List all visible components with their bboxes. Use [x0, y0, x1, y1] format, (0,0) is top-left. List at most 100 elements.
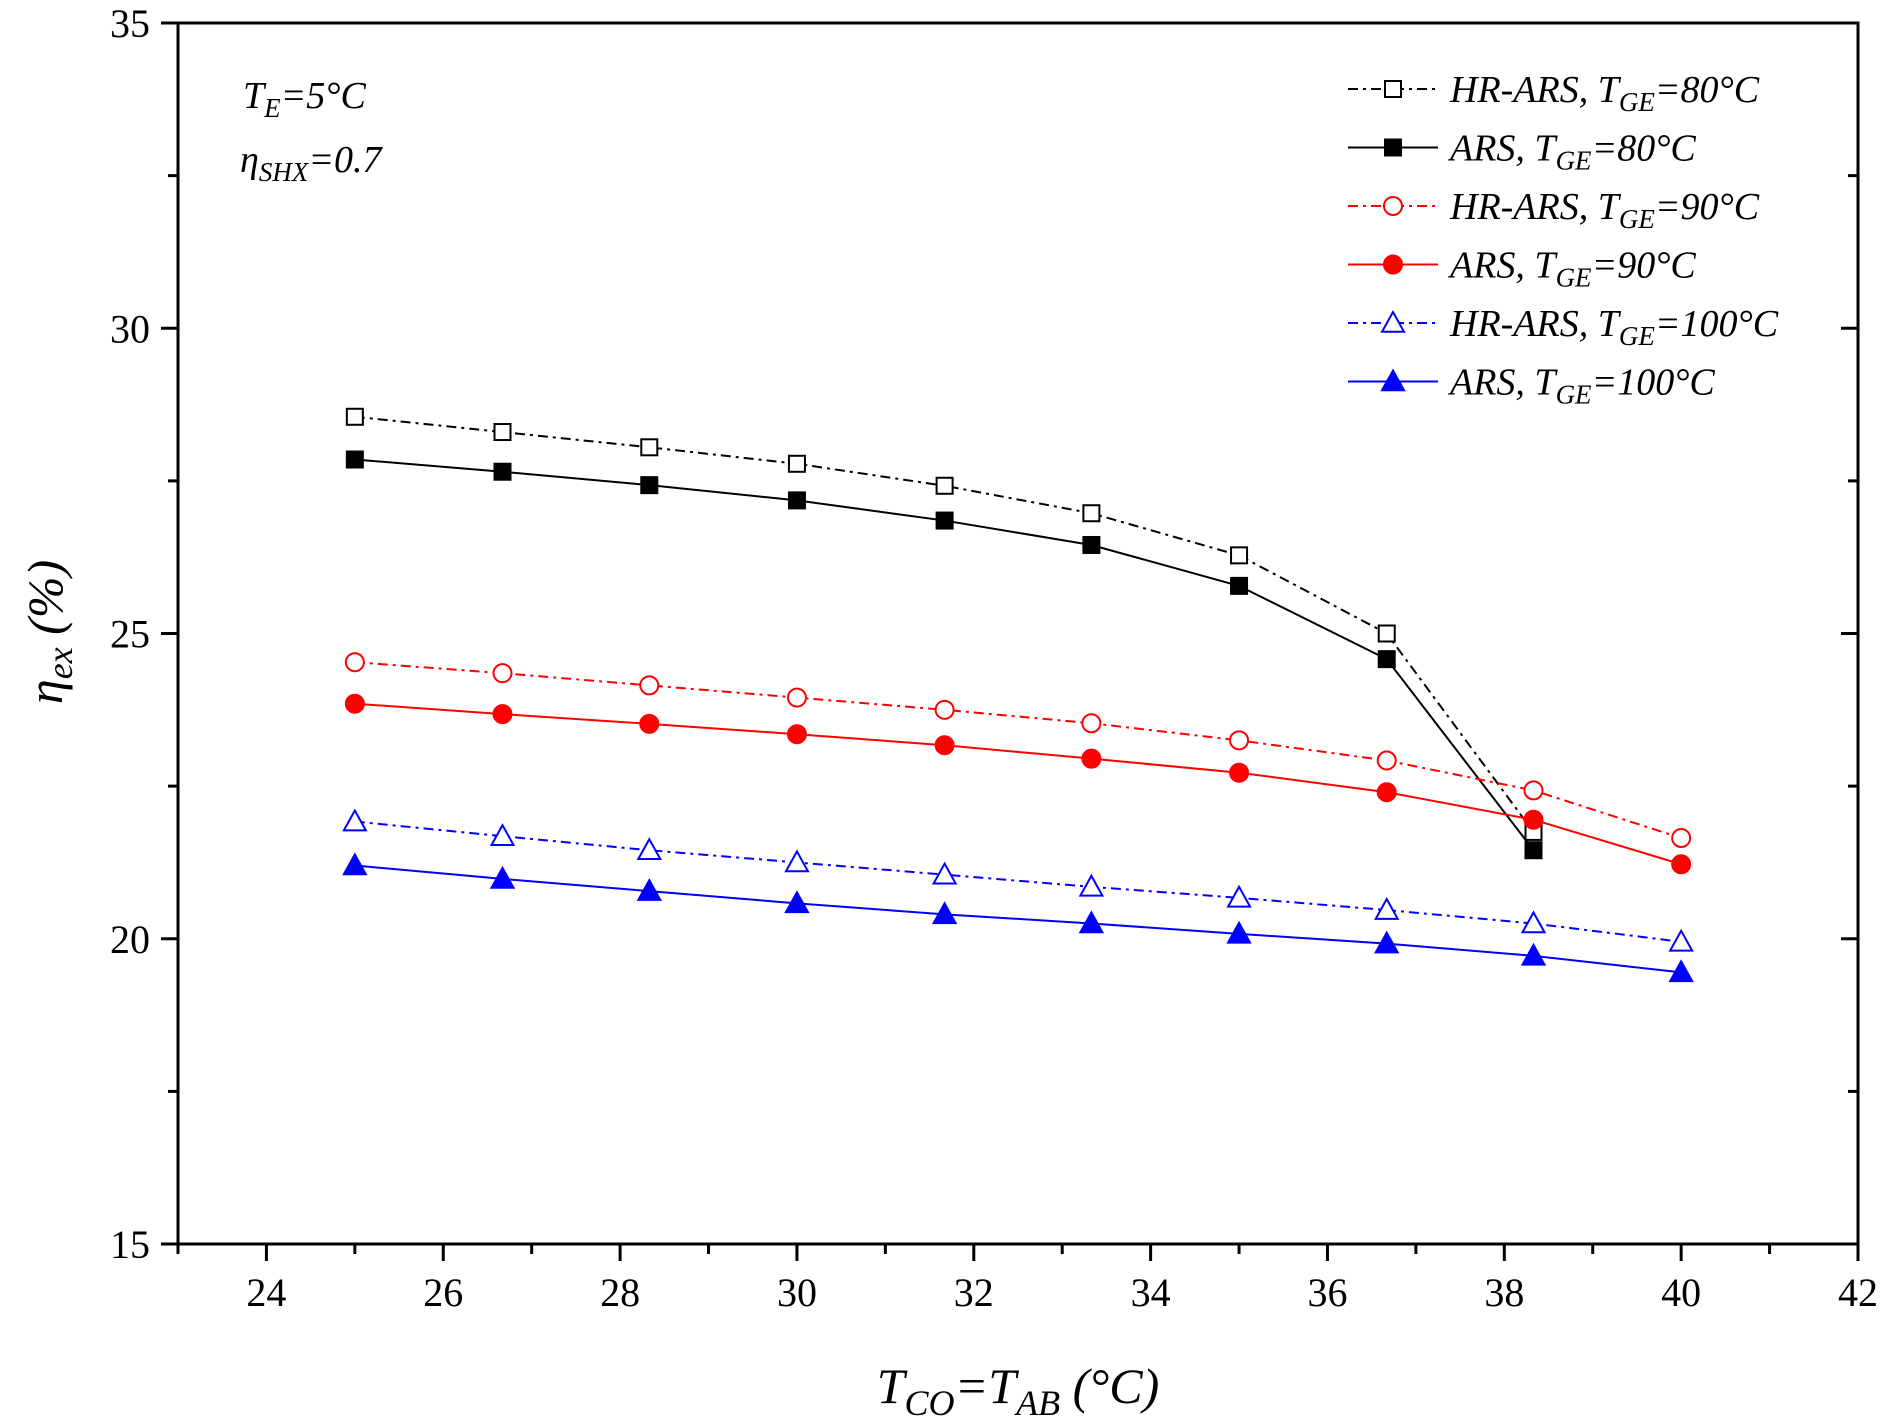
data-point-hr90	[1671, 828, 1692, 849]
annotation-te: TE=5°C	[243, 75, 366, 123]
data-point-ars80	[345, 450, 364, 469]
legend-item-ars80: ARS, TGE=80°C	[1348, 128, 1696, 176]
data-point-hr90	[1229, 730, 1250, 751]
x-tick-label: 32	[954, 1270, 994, 1315]
data-point-hr90	[492, 663, 513, 684]
series-ars90	[344, 693, 1692, 875]
data-point-ars90	[786, 724, 807, 745]
data-point-ars100	[489, 865, 516, 889]
series-line-ars100	[354, 864, 1682, 974]
data-point-ars90	[344, 693, 365, 714]
data-point-ars90	[1229, 762, 1250, 783]
data-point-ars80	[1377, 650, 1396, 669]
data-point-ars100	[1226, 920, 1252, 944]
x-tick-label: 34	[1131, 1270, 1171, 1315]
x-tick-label: 30	[777, 1270, 817, 1315]
data-point-ars90	[1376, 782, 1397, 803]
x-tick-label: 42	[1838, 1270, 1878, 1315]
series-ars80	[345, 450, 1543, 860]
data-point-ars90	[934, 735, 955, 756]
legend-item-hr100: HR-ARS, TGE=100°C	[1348, 303, 1779, 351]
data-point-hr80	[1230, 546, 1249, 565]
data-point-ars80	[640, 476, 659, 495]
data-point-hr100	[1078, 873, 1105, 897]
series-line-ars90	[354, 702, 1682, 866]
data-point-ars100	[1668, 959, 1694, 983]
legend-marker	[1380, 368, 1406, 392]
data-point-ars100	[1078, 910, 1105, 934]
data-point-hr90	[786, 687, 807, 708]
data-point-ars100	[931, 901, 958, 925]
data-point-ars100	[784, 890, 810, 914]
series-line-hr100	[354, 820, 1682, 943]
data-point-hr90	[1081, 713, 1102, 734]
data-point-hr90	[344, 652, 365, 673]
data-point-ars100	[636, 878, 662, 901]
data-point-ars100	[342, 852, 368, 876]
x-tick-label: 36	[1307, 1270, 1347, 1315]
data-point-ars80	[935, 511, 954, 530]
legend-item-hr90: HR-ARS, TGE=90°C	[1348, 186, 1760, 234]
x-tick-label: 28	[600, 1270, 640, 1315]
data-point-ars80	[787, 491, 806, 510]
data-point-ars90	[1523, 809, 1544, 830]
data-point-ars80	[1230, 576, 1249, 595]
y-tick-label: 30	[110, 306, 150, 351]
legend-item-hr80: HR-ARS, TGE=80°C	[1348, 69, 1760, 117]
legend-label: HR-ARS, TGE=80°C	[1449, 69, 1760, 117]
data-point-hr80	[1377, 624, 1396, 643]
data-point-hr100	[636, 837, 662, 861]
y-tick-label: 35	[110, 1, 150, 46]
series-hr90	[344, 652, 1692, 849]
legend-marker	[1380, 309, 1406, 333]
data-point-hr80	[493, 423, 512, 442]
y-tick-label: 20	[110, 917, 150, 962]
data-point-hr80	[787, 454, 806, 473]
data-point-ars90	[1081, 748, 1102, 769]
data-point-hr90	[1523, 780, 1544, 801]
data-point-hr90	[934, 699, 955, 720]
legend-label: HR-ARS, TGE=90°C	[1449, 186, 1760, 234]
data-point-hr100	[342, 808, 368, 832]
series-hr100	[342, 808, 1694, 952]
legend-marker	[1384, 138, 1402, 157]
data-point-hr80	[1082, 504, 1101, 523]
legend-marker	[1383, 254, 1403, 275]
data-point-ars90	[492, 704, 513, 725]
data-point-hr100	[931, 861, 958, 885]
series-ars100	[342, 852, 1694, 983]
legend-label: ARS, TGE=100°C	[1447, 362, 1715, 410]
y-axis-title: ηex (%)	[17, 560, 80, 704]
data-point-hr100	[1374, 896, 1400, 920]
annotation-eta-shx: ηSHX=0.7	[240, 139, 384, 187]
data-point-ars80	[1082, 535, 1101, 554]
y-tick-label: 15	[110, 1222, 150, 1267]
legend: HR-ARS, TGE=80°C ARS, TGE=80°C HR-ARS, TGE…	[1348, 69, 1779, 410]
data-point-hr100	[1668, 928, 1694, 952]
x-tick-label: 38	[1484, 1270, 1524, 1315]
legend-label: HR-ARS, TGE=100°C	[1449, 303, 1779, 351]
data-point-ars100	[1374, 930, 1400, 954]
x-tick-label: 26	[423, 1270, 463, 1315]
legend-item-ars100: ARS, TGE=100°C	[1348, 362, 1715, 410]
legend-marker	[1384, 80, 1402, 98]
x-tick-label: 40	[1661, 1270, 1701, 1315]
legend-marker	[1383, 196, 1403, 216]
data-point-hr90	[1376, 750, 1397, 771]
data-point-ars80	[493, 462, 512, 481]
y-tick-label: 25	[110, 612, 150, 657]
x-tick-label: 24	[246, 1270, 286, 1315]
data-point-hr100	[489, 823, 516, 846]
data-point-ars90	[639, 713, 660, 734]
data-point-hr100	[1520, 910, 1547, 934]
series-hr80	[345, 407, 1543, 841]
x-axis-title: TCO=TAB (°C)	[877, 1358, 1160, 1421]
data-point-ars100	[1520, 942, 1547, 966]
legend-label: ARS, TGE=90°C	[1447, 245, 1696, 293]
legend-label: ARS, TGE=80°C	[1447, 128, 1696, 176]
legend-item-ars90: ARS, TGE=90°C	[1348, 245, 1696, 293]
data-point-hr100	[784, 849, 810, 873]
data-point-ars80	[1524, 841, 1543, 860]
series-line-hr90	[354, 661, 1682, 839]
